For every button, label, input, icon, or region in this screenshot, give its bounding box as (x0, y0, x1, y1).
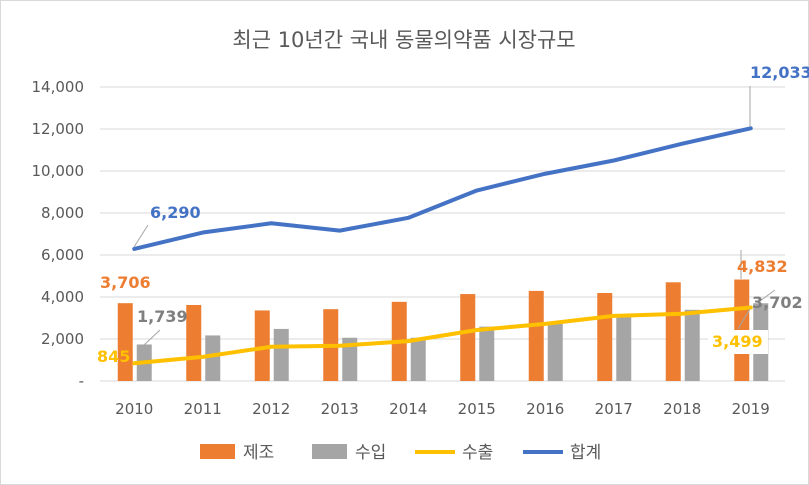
data-label-제조: 4,832 (737, 257, 788, 276)
x-tick-label: 2013 (321, 400, 359, 418)
bar-제조 (665, 282, 681, 381)
data-label-합계: 6,290 (150, 203, 201, 222)
bar-제조 (186, 304, 202, 381)
data-label-합계: 12,033 (750, 63, 809, 82)
line-수출 (132, 305, 753, 366)
chart-title: 최근 10년간 국내 동물의약품 시장규모 (232, 28, 575, 52)
x-tick-label: 2011 (184, 400, 222, 418)
leader-line (737, 308, 751, 330)
bar-제조 (460, 294, 476, 381)
data-label-제조: 3,706 (100, 273, 151, 292)
data-label-수입: 3,702 (752, 293, 803, 312)
x-tick-label: 2017 (595, 400, 633, 418)
bar-수입 (547, 323, 563, 381)
data-label-수출: 3,499 (712, 332, 763, 351)
legend-swatch-제조 (200, 444, 235, 459)
y-tick-label: 6,000 (41, 246, 84, 264)
bar-수입 (410, 337, 426, 381)
legend-label-제조: 제조 (243, 443, 274, 463)
x-tick-label: 2018 (663, 400, 701, 418)
y-tick-label: 12,000 (32, 120, 85, 138)
leader-line (759, 289, 776, 302)
bar-수입 (684, 309, 700, 381)
line-합계 (132, 126, 753, 251)
x-tick-label: 2012 (252, 400, 290, 418)
data-label-수출: 845 (97, 347, 130, 366)
x-tick-label: 2015 (458, 400, 496, 418)
x-tick-label: 2010 (115, 400, 153, 418)
bar-수입 (342, 337, 358, 381)
y-tick-label: 2,000 (41, 330, 84, 348)
bar-수입 (273, 328, 289, 381)
bar-제조 (528, 290, 544, 381)
leader-line (133, 224, 149, 248)
legend-label-수입: 수입 (355, 443, 386, 463)
y-tick-label: 10,000 (32, 162, 85, 180)
x-tick-label: 2019 (732, 400, 770, 418)
bar-수입 (616, 314, 632, 381)
x-tick-label: 2016 (526, 400, 564, 418)
data-label-수입: 1,739 (137, 307, 188, 326)
legend-swatch-수입 (312, 444, 347, 459)
bar-제조 (597, 293, 613, 381)
bar-제조 (117, 303, 133, 381)
bar-수입 (205, 335, 221, 381)
label-background (708, 330, 768, 354)
leader-line (143, 329, 161, 346)
y-tick-label: - (79, 372, 84, 390)
bar-제조 (254, 310, 270, 381)
bar-수입 (479, 326, 495, 381)
y-tick-label: 8,000 (41, 204, 84, 222)
y-tick-label: 4,000 (41, 288, 84, 306)
legend-label-합계: 합계 (570, 443, 601, 463)
y-tick-label: 14,000 (32, 78, 85, 96)
legend-label-수출: 수출 (462, 443, 493, 463)
x-tick-label: 2014 (389, 400, 427, 418)
